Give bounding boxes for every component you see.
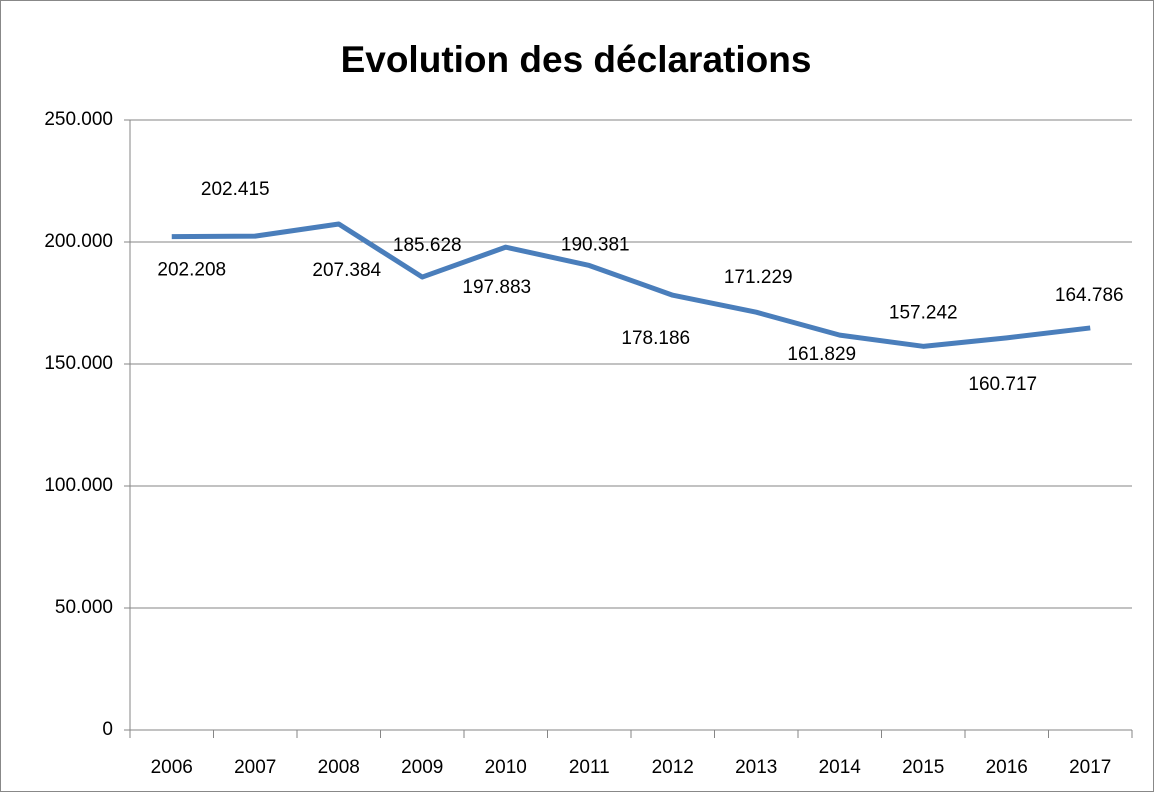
x-tick-label: 2012 [652, 757, 694, 778]
x-tick-label: 2007 [234, 757, 276, 778]
x-tick-label: 2013 [735, 757, 777, 778]
x-tick-label: 2014 [819, 757, 862, 778]
x-tick-label: 2010 [485, 757, 527, 778]
y-tick-label: 0 [102, 719, 113, 740]
x-tick-label: 2017 [1069, 757, 1111, 778]
x-tick-label: 2011 [569, 757, 610, 778]
data-label: 185.628 [393, 235, 462, 256]
data-label: 178.186 [621, 328, 690, 349]
data-label: 161.829 [787, 344, 856, 365]
data-label: 160.717 [968, 374, 1037, 395]
data-label: 171.229 [724, 267, 793, 288]
y-tick-label: 250.000 [44, 109, 113, 130]
y-tick-label: 50.000 [55, 597, 113, 618]
data-label: 202.208 [157, 260, 226, 281]
x-tick-label: 2015 [902, 757, 944, 778]
y-tick-label: 150.000 [44, 353, 113, 374]
data-label: 164.786 [1055, 285, 1124, 306]
x-tick-label: 2006 [151, 757, 193, 778]
line-series [171, 221, 1091, 349]
chart-title: Evolution des déclarations [341, 39, 812, 80]
x-tick-label: 2016 [986, 757, 1028, 778]
data-label: 157.242 [889, 302, 958, 323]
x-tick-label: 2008 [318, 757, 360, 778]
data-label: 202.415 [201, 179, 270, 200]
data-label: 190.381 [561, 234, 630, 255]
data-label: 197.883 [462, 277, 531, 298]
y-tick-label: 200.000 [44, 231, 113, 252]
x-tick-label: 2009 [401, 757, 443, 778]
data-label: 207.384 [312, 260, 381, 281]
y-tick-label: 100.000 [44, 475, 113, 496]
